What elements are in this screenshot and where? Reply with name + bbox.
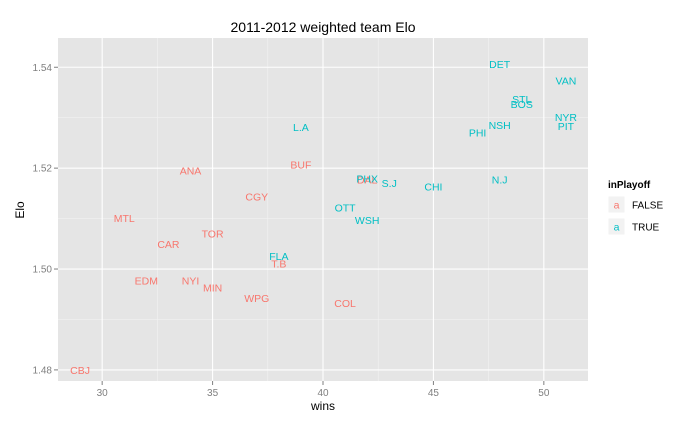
legend: inPlayoff a FALSE a TRUE bbox=[607, 180, 663, 236]
team-label-tb: T.B bbox=[271, 258, 286, 270]
team-label-fla: FLA bbox=[269, 251, 288, 263]
team-label-det: DET bbox=[489, 59, 511, 71]
x-tick-label: 50 bbox=[538, 388, 550, 399]
team-label-stl: STL bbox=[512, 94, 531, 106]
x-tick-label: 35 bbox=[207, 388, 219, 399]
y-tick-label: 1.54 bbox=[33, 63, 53, 74]
legend-key-symbol: a bbox=[614, 200, 620, 212]
team-label-cgy: CGY bbox=[245, 192, 268, 204]
team-label-phx: PHX bbox=[356, 174, 378, 186]
team-label-buf: BUF bbox=[290, 159, 311, 171]
team-label-ott: OTT bbox=[335, 202, 357, 214]
team-label-car: CAR bbox=[157, 239, 180, 251]
legend-entry-label: TRUE bbox=[632, 223, 660, 234]
team-label-chi: CHI bbox=[424, 182, 442, 194]
team-label-nyi: NYI bbox=[182, 275, 200, 287]
team-label-wpg: WPG bbox=[244, 293, 269, 305]
team-label-nsh: NSH bbox=[489, 120, 511, 132]
team-label-phi: PHI bbox=[469, 128, 487, 140]
y-axis: 1.48 1.50 1.52 1.54 bbox=[33, 63, 58, 376]
team-label-nyr: NYR bbox=[555, 112, 578, 124]
x-tick-label: 30 bbox=[97, 388, 109, 399]
team-label-van: VAN bbox=[556, 76, 577, 88]
legend-title: inPlayoff bbox=[608, 180, 651, 191]
team-label-mtl: MTL bbox=[114, 213, 135, 225]
team-label-wsh: WSH bbox=[355, 215, 380, 227]
team-label-sj: S.J bbox=[382, 178, 397, 190]
team-label-tor: TOR bbox=[202, 229, 224, 241]
team-label-la: L.A bbox=[293, 122, 309, 134]
team-label-bos: BOS bbox=[511, 99, 533, 111]
x-tick-label: 45 bbox=[428, 388, 440, 399]
team-label-nj: N.J bbox=[492, 175, 508, 187]
legend-key-symbol: a bbox=[614, 222, 620, 234]
team-label-ana: ANA bbox=[180, 165, 202, 177]
x-tick-label: 40 bbox=[317, 388, 329, 399]
legend-key-background bbox=[607, 195, 626, 214]
major-gridlines bbox=[58, 38, 588, 381]
y-axis-title: Elo bbox=[13, 201, 27, 219]
legend-entry-label: FALSE bbox=[632, 201, 663, 212]
chart-title: 2011-2012 weighted team Elo bbox=[231, 19, 416, 35]
team-label-col: COL bbox=[334, 298, 356, 310]
x-axis: 30 35 40 45 50 bbox=[97, 381, 550, 399]
team-label-pit: PIT bbox=[558, 121, 575, 133]
team-label-min: MIN bbox=[203, 282, 222, 294]
y-tick-label: 1.52 bbox=[33, 164, 53, 175]
team-label-cbj: CBJ bbox=[70, 365, 90, 377]
y-tick-label: 1.48 bbox=[33, 365, 53, 376]
legend-key-background bbox=[607, 217, 626, 236]
team-label-dal: DAL bbox=[357, 175, 378, 187]
team-label-edm: EDM bbox=[135, 275, 158, 287]
x-axis-title: wins bbox=[310, 399, 335, 413]
y-tick-label: 1.50 bbox=[33, 265, 53, 276]
